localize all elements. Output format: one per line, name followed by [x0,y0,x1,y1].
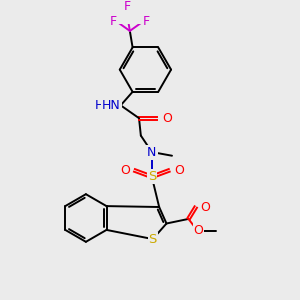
Text: S: S [148,232,157,246]
Text: O: O [200,200,210,214]
Text: F: F [124,0,131,13]
Text: O: O [194,224,203,237]
Text: HN: HN [102,99,121,112]
Text: F: F [110,15,117,28]
Text: N: N [147,146,157,159]
Text: O: O [162,112,172,125]
Text: H–N: H–N [95,99,120,112]
Text: O: O [174,164,184,177]
Text: F: F [143,15,150,28]
Text: S: S [148,170,156,183]
Text: O: O [120,164,130,177]
